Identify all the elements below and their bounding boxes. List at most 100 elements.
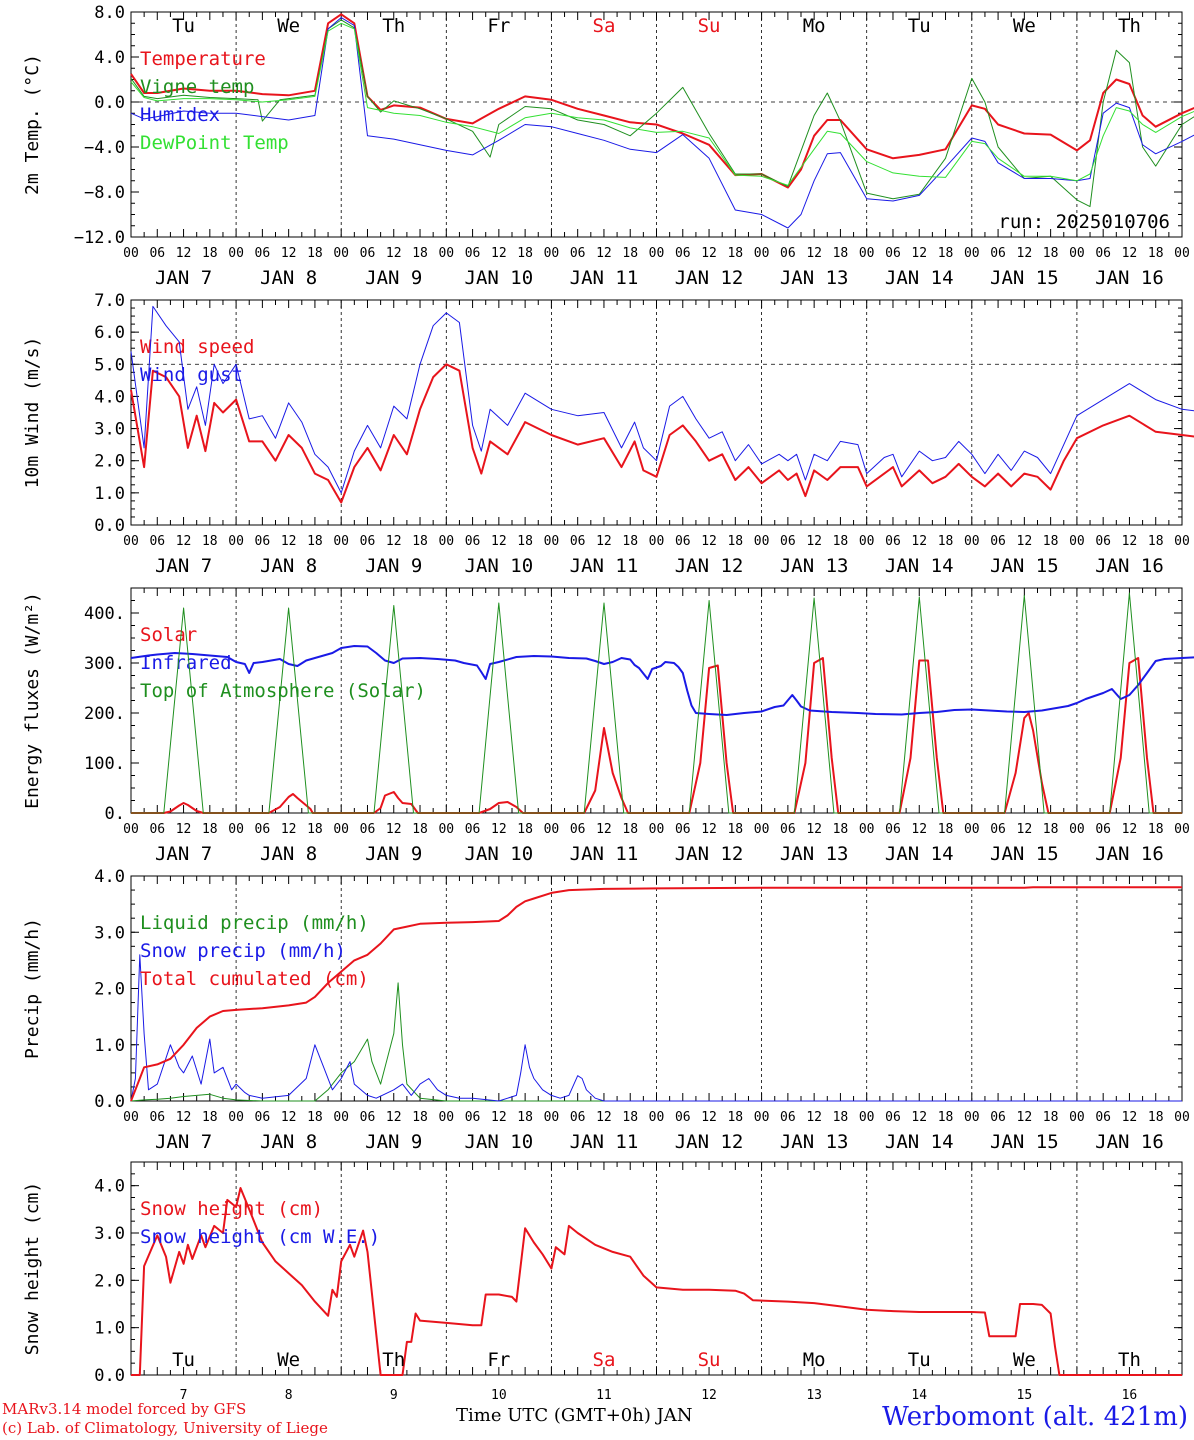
hour-tick-label: 18	[1043, 1110, 1059, 1125]
hour-tick-label: 12	[596, 246, 612, 261]
hour-tick-label: 00	[859, 534, 875, 549]
hour-tick-label: 12	[596, 534, 612, 549]
hour-tick-label: 06	[675, 534, 691, 549]
hour-tick-label: 12	[596, 822, 612, 837]
weekday-label: Th	[382, 1349, 405, 1371]
hour-tick-label: 06	[255, 246, 271, 261]
legend-label: Total cumulated (cm)	[140, 968, 369, 990]
hour-tick-label: 12	[386, 1110, 402, 1125]
y-tick-label: 3.0	[94, 923, 125, 943]
series-line-red	[130, 886, 1182, 1102]
y-tick-label: −4.0	[84, 138, 125, 158]
hour-tick-label: 18	[727, 246, 743, 261]
day-label: JAN 15	[990, 267, 1059, 289]
hour-tick-label: 00	[1174, 534, 1190, 549]
hour-tick-label: 18	[307, 534, 323, 549]
hour-tick-label: 06	[780, 534, 796, 549]
hour-tick-label: 18	[833, 822, 849, 837]
series-line-blue	[130, 17, 1194, 229]
series-line-green	[131, 592, 1182, 814]
hour-tick-label: 06	[675, 822, 691, 837]
day-label: JAN 16	[1095, 1131, 1164, 1153]
legend-label: Temperature	[140, 48, 266, 70]
day-number-label: 14	[911, 1388, 927, 1400]
y-tick-label: 2.0	[94, 980, 125, 1000]
hour-tick-label: 06	[465, 822, 481, 837]
y-axis-label: Energy fluxes (W/m²)	[22, 592, 43, 809]
hour-tick-label: 18	[1043, 822, 1059, 837]
hour-tick-label: 06	[885, 246, 901, 261]
hour-tick-label: 00	[754, 822, 770, 837]
hour-tick-label: 00	[438, 1110, 454, 1125]
hour-tick-label: 06	[360, 534, 376, 549]
day-label: JAN 15	[990, 1131, 1059, 1153]
hour-tick-label: 00	[333, 1110, 349, 1125]
hour-tick-label: 00	[754, 246, 770, 261]
hour-tick-label: 06	[990, 822, 1006, 837]
hour-tick-label: 12	[701, 534, 717, 549]
hour-tick-label: 06	[570, 534, 586, 549]
y-tick-label: 2.0	[94, 452, 125, 472]
hour-tick-label: 00	[1174, 822, 1190, 837]
hour-tick-label: 18	[517, 822, 533, 837]
hour-tick-label: 18	[833, 534, 849, 549]
hour-tick-label: 18	[727, 822, 743, 837]
hour-tick-label: 12	[911, 534, 927, 549]
hour-tick-label: 12	[1017, 246, 1033, 261]
weekday-label: Sa	[593, 1349, 616, 1371]
hour-tick-label: 18	[833, 1110, 849, 1125]
time-axis-label: Time UTC (GMT+0h) JAN	[456, 1405, 693, 1426]
y-axis-label: 2m Temp. (°C)	[22, 54, 43, 195]
day-label: JAN 14	[885, 843, 954, 865]
weekday-label: Th	[1118, 15, 1141, 37]
hour-tick-label: 00	[964, 822, 980, 837]
hour-tick-label: 12	[386, 822, 402, 837]
hour-tick-label: 18	[412, 822, 428, 837]
hour-tick-label: 12	[806, 534, 822, 549]
hour-tick-label: 12	[491, 822, 507, 837]
hour-tick-label: 12	[281, 534, 297, 549]
y-tick-label: 300.	[84, 654, 125, 674]
hour-tick-label: 06	[885, 1110, 901, 1125]
hour-tick-label: 12	[596, 1110, 612, 1125]
hour-tick-label: 00	[438, 822, 454, 837]
series-line-red	[130, 363, 1194, 504]
hour-tick-label: 00	[438, 246, 454, 261]
hour-tick-label: 18	[833, 246, 849, 261]
day-number-label: 15	[1017, 1388, 1033, 1400]
hour-tick-label: 18	[727, 1110, 743, 1125]
day-label: JAN 12	[675, 1131, 744, 1153]
day-label: JAN 14	[885, 555, 954, 577]
hour-tick-label: 12	[386, 534, 402, 549]
y-tick-label: −8.0	[84, 183, 125, 203]
hour-tick-label: 06	[360, 246, 376, 261]
day-label: JAN 15	[990, 555, 1059, 577]
day-label: JAN 9	[365, 843, 422, 865]
legend-label: Snow height (cm W.E.)	[140, 1226, 380, 1248]
hour-tick-label: 00	[123, 246, 139, 261]
legend-label: Infrared	[140, 652, 232, 674]
hour-tick-label: 18	[622, 246, 638, 261]
y-axis-label: Snow height (cm)	[22, 1182, 43, 1355]
legend-label: Humidex	[140, 104, 220, 126]
day-label: JAN 8	[260, 555, 317, 577]
hour-tick-label: 18	[1148, 1110, 1164, 1125]
weekday-label: We	[1013, 15, 1036, 37]
hour-tick-label: 18	[517, 534, 533, 549]
hour-tick-label: 12	[281, 822, 297, 837]
y-axis-label: Precip (mm/h)	[22, 918, 43, 1059]
weekday-label: We	[277, 15, 300, 37]
hour-tick-label: 18	[1043, 246, 1059, 261]
hour-tick-label: 06	[360, 1110, 376, 1125]
hour-tick-label: 06	[570, 822, 586, 837]
hour-tick-label: 06	[570, 246, 586, 261]
hour-tick-label: 00	[649, 534, 665, 549]
day-number-label: 8	[285, 1388, 293, 1400]
y-tick-label: 0.0	[94, 93, 125, 113]
day-label: JAN 12	[675, 843, 744, 865]
day-label: JAN 7	[155, 843, 212, 865]
hour-tick-label: 00	[228, 246, 244, 261]
hour-tick-label: 00	[333, 534, 349, 549]
weekday-label: Tu	[908, 15, 931, 37]
